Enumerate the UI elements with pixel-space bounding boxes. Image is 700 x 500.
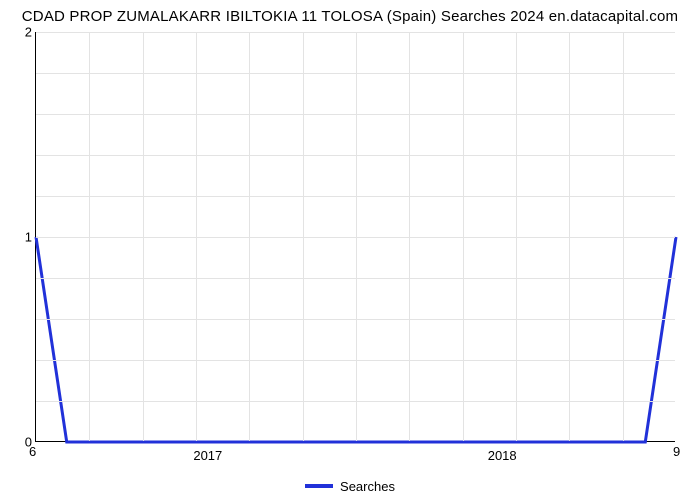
legend-label: Searches [340, 479, 395, 494]
legend-swatch [305, 484, 333, 488]
gridline-horizontal [36, 32, 675, 33]
gridline-horizontal [36, 114, 675, 115]
chart-container: CDAD PROP ZUMALAKARR IBILTOKIA 11 TOLOSA… [0, 0, 700, 500]
gridline-horizontal [36, 360, 675, 361]
gridline-horizontal [36, 401, 675, 402]
x-tick-label: 2017 [193, 448, 222, 463]
y-tick-label: 2 [18, 25, 32, 40]
gridline-horizontal [36, 278, 675, 279]
y-tick-label: 0 [18, 435, 32, 450]
gridline-horizontal [36, 73, 675, 74]
x-tick-label: 2018 [488, 448, 517, 463]
gridline-horizontal [36, 237, 675, 238]
x-corner-right: 9 [673, 444, 680, 459]
chart-title: CDAD PROP ZUMALAKARR IBILTOKIA 11 TOLOSA… [0, 8, 700, 25]
plot-area [35, 32, 675, 442]
gridline-horizontal [36, 196, 675, 197]
gridline-horizontal [36, 319, 675, 320]
legend: Searches [0, 475, 700, 494]
y-tick-label: 1 [18, 230, 32, 245]
gridline-horizontal [36, 155, 675, 156]
